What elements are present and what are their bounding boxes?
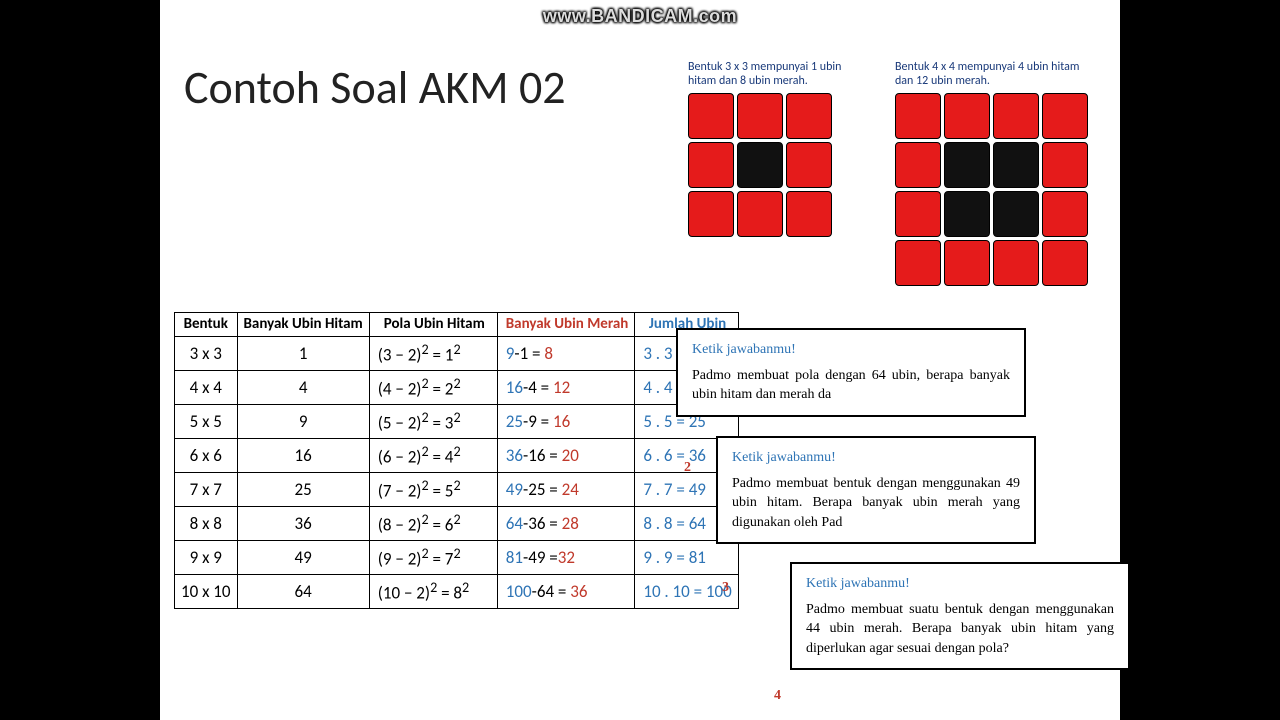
pattern-table: Bentuk Banyak Ubin Hitam Pola Ubin Hitam… [174, 312, 739, 609]
table-row: 9 x 949(9 − 2)2 = 7281-49 =329 . 9 = 81 [175, 541, 739, 575]
black-tile [993, 191, 1039, 237]
question-text: Padmo membuat bentuk dengan menggunakan … [732, 474, 1020, 533]
table-row: 5 x 59(5 − 2)2 = 3225-9 = 165 . 5 = 25 [175, 405, 739, 439]
table-row: 4 x 44(4 − 2)2 = 2216-4 = 124 . 4 = 16 [175, 371, 739, 405]
red-tile [944, 93, 990, 139]
question-text: Padmo membuat pola dengan 64 ubin, berap… [692, 366, 1010, 405]
red-tile [1042, 240, 1088, 286]
grid-3x3-caption: Bentuk 3 x 3 mempunyai 1 ubin hitam dan … [688, 60, 853, 89]
red-tile [786, 93, 832, 139]
grid-4x4 [895, 93, 1095, 286]
grid-4x4-block: Bentuk 4 x 4 mempunyai 4 ubin hitam dan … [895, 60, 1095, 286]
table-row: 7 x 725(7 − 2)2 = 5249-25 = 247 . 7 = 49 [175, 473, 739, 507]
red-tile [895, 240, 941, 286]
table-row: 10 x 1064(10 − 2)2 = 82100-64 = 3610 . 1… [175, 575, 739, 609]
red-tile [786, 191, 832, 237]
red-tile [993, 93, 1039, 139]
red-tile [688, 93, 734, 139]
black-tile [944, 142, 990, 188]
question-prompt: Ketik jawabanmu! [806, 574, 1114, 594]
question-number: 4 [774, 688, 781, 704]
table-row: 8 x 836(8 − 2)2 = 6264-36 = 288 . 8 = 64 [175, 507, 739, 541]
black-tile [944, 191, 990, 237]
red-tile [895, 142, 941, 188]
grid-3x3-block: Bentuk 3 x 3 mempunyai 1 ubin hitam dan … [688, 60, 853, 237]
question-box: Ketik jawabanmu! Padmo membuat suatu bent… [790, 562, 1130, 670]
red-tile [895, 191, 941, 237]
page: Contoh Soal AKM 02 Bentuk 3 x 3 mempunya… [160, 0, 1120, 720]
red-tile [993, 240, 1039, 286]
th-banyak-hitam: Banyak Ubin Hitam [237, 313, 369, 337]
page-title: Contoh Soal AKM 02 [184, 60, 566, 116]
red-tile [688, 191, 734, 237]
grid-4x4-caption: Bentuk 4 x 4 mempunyai 4 ubin hitam dan … [895, 60, 1095, 89]
red-tile [1042, 191, 1088, 237]
black-tile [737, 142, 783, 188]
red-tile [786, 142, 832, 188]
th-pola-hitam: Pola Ubin Hitam [369, 313, 497, 337]
question-number: 3 [722, 580, 729, 596]
question-box: Ketik jawabanmu! Padmo membuat bentuk den… [716, 436, 1036, 544]
watermark: www.BANDICAM.com [543, 6, 737, 27]
red-tile [1042, 93, 1088, 139]
question-prompt: Ketik jawabanmu! [732, 448, 1020, 468]
table-row: 3 x 31(3 − 2)2 = 129-1 = 83 . 3 = 9 [175, 337, 739, 371]
question-number: 2 [684, 460, 691, 476]
red-tile [688, 142, 734, 188]
black-tile [993, 142, 1039, 188]
red-tile [737, 191, 783, 237]
th-bentuk: Bentuk [175, 313, 238, 337]
red-tile [1042, 142, 1088, 188]
th-banyak-merah: Banyak Ubin Merah [497, 313, 635, 337]
red-tile [895, 93, 941, 139]
question-prompt: Ketik jawabanmu! [692, 340, 1010, 360]
red-tile [737, 93, 783, 139]
question-text: Padmo membuat suatu bentuk dengan menggu… [806, 600, 1114, 659]
question-box: Ketik jawabanmu! Padmo membuat pola denga… [676, 328, 1026, 417]
red-tile [944, 240, 990, 286]
table-row: 6 x 616(6 − 2)2 = 4236-16 = 206 . 6 = 36 [175, 439, 739, 473]
grid-3x3 [688, 93, 853, 237]
